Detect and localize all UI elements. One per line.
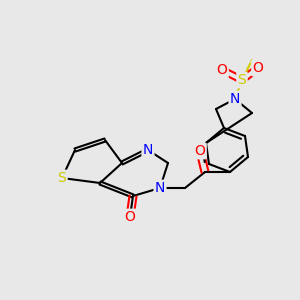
- Text: O: O: [124, 210, 135, 224]
- Text: O: O: [253, 61, 263, 75]
- Text: O: O: [195, 144, 206, 158]
- Text: S: S: [255, 89, 261, 98]
- Text: S: S: [238, 73, 246, 87]
- Text: N: N: [143, 143, 153, 157]
- Text: S: S: [248, 55, 256, 65]
- Text: N: N: [155, 181, 165, 195]
- Text: O: O: [217, 63, 227, 77]
- Text: S: S: [58, 171, 66, 185]
- Text: N: N: [230, 92, 240, 106]
